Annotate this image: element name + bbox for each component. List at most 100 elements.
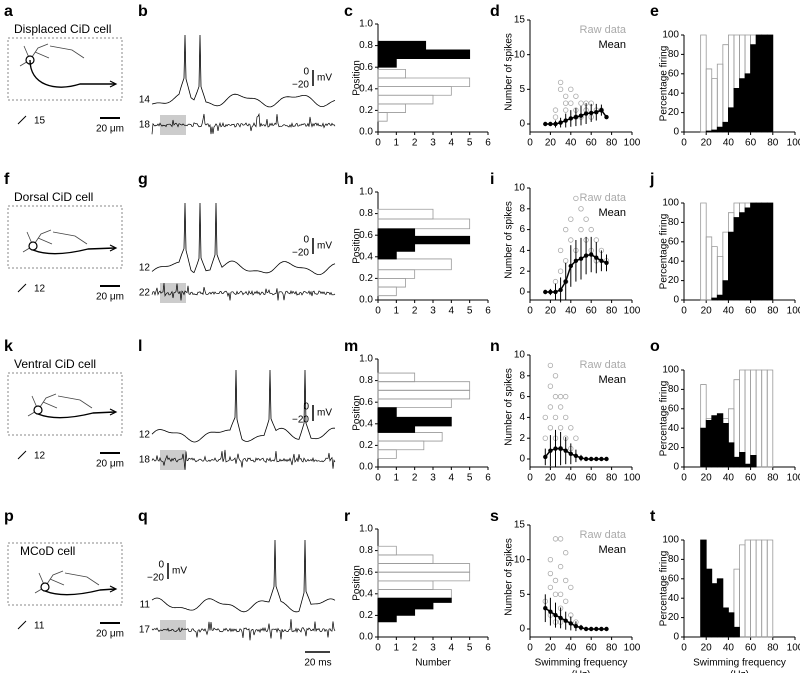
y-tick-label: 0.8: [359, 208, 373, 219]
histogram-bar: [723, 45, 729, 132]
histogram-bar: [734, 457, 740, 467]
raw-point: [579, 227, 584, 232]
x-axis-label: (Hz): [572, 670, 591, 673]
y-axis-label: Number of spikes: [504, 201, 515, 279]
raw-point: [553, 592, 558, 597]
x-tick-label: 1: [394, 643, 400, 654]
slash: [18, 116, 26, 124]
mean-point: [583, 456, 589, 462]
histogram-bar: [740, 79, 746, 132]
raw-point: [579, 101, 584, 106]
y-tick-label: 100: [662, 198, 679, 209]
x-tick-label: 4: [449, 306, 455, 317]
mean-point: [543, 606, 548, 611]
x-tick-label: 20: [701, 138, 713, 149]
y-tick-label: 20: [668, 612, 680, 623]
histogram-bar: [378, 259, 451, 270]
y-tick-label: 0.0: [359, 462, 373, 473]
y-tick-label: 0: [673, 127, 679, 138]
histogram-bar: [378, 209, 433, 219]
raw-point: [563, 550, 568, 555]
histogram-bar: [378, 615, 396, 621]
x-tick-label: 3: [430, 306, 436, 317]
histogram-bar: [378, 87, 451, 96]
y-tick-label: 0.0: [359, 295, 373, 306]
histogram-bar: [712, 416, 718, 467]
x-tick-label: 60: [745, 138, 757, 149]
mean-point: [599, 626, 604, 632]
panel-letter: b: [138, 3, 148, 20]
x-tick-label: 6: [485, 473, 491, 484]
y-tick-label: 80: [668, 49, 680, 60]
x-tick-label: 100: [787, 306, 800, 317]
y-tick-label: 8: [519, 203, 525, 214]
y-tick-label: 100: [662, 535, 679, 546]
histogram-bar: [734, 380, 740, 467]
mean-point: [543, 289, 548, 295]
histogram-bar: [751, 370, 757, 467]
x-tick-label: 20: [545, 473, 557, 484]
x-tick-label: 40: [723, 306, 735, 317]
histogram-bar: [378, 69, 406, 78]
histogram-bar: [717, 579, 723, 637]
y-tick-label: 20: [668, 107, 680, 118]
y-tick-label: 0: [673, 462, 679, 473]
x-tick-label: 80: [767, 138, 779, 149]
membrane-trace: [152, 370, 335, 442]
x-tick-label: 5: [467, 138, 473, 149]
histogram-bar: [723, 423, 729, 467]
y-tick-label: 60: [668, 403, 680, 414]
x-tick-label: 0: [681, 473, 687, 484]
y-tick-label: 40: [668, 593, 680, 604]
x-tick-label: 2: [412, 138, 418, 149]
x-tick-label: 0: [681, 306, 687, 317]
mean-point: [558, 120, 563, 125]
mean-point: [594, 456, 599, 462]
y-axis-label: Percentage firing: [659, 214, 670, 290]
histogram-bar: [378, 251, 396, 259]
mean-point: [589, 456, 594, 462]
mean-point: [573, 114, 579, 120]
y-tick-label: 0.4: [359, 83, 373, 94]
y-tick-label: 1.0: [359, 19, 373, 30]
y-tick-label: 0.8: [359, 375, 373, 386]
x-axis-label: Swimming frequency: [535, 658, 628, 669]
panel-letter: j: [649, 171, 654, 188]
histogram-bar: [378, 244, 415, 252]
y-tick-label: 0: [673, 295, 679, 306]
x-tick-label: 3: [430, 643, 436, 654]
x-tick-label: 60: [745, 473, 757, 484]
mean-point: [599, 258, 604, 263]
stimulus-window: [160, 283, 186, 303]
x-tick-label: 0: [375, 643, 381, 654]
x-tick-label: 1: [394, 473, 400, 484]
histogram-bar: [728, 443, 734, 467]
nerve-trace: [152, 450, 335, 470]
x-tick-label: 0: [375, 306, 381, 317]
slash: [18, 621, 26, 629]
y-axis-label: Position: [352, 228, 363, 264]
raw-point: [574, 196, 579, 201]
mean-point: [594, 255, 599, 260]
histogram-bar: [378, 219, 470, 229]
x-tick-label: 100: [787, 138, 800, 149]
panel-letter: p: [4, 508, 14, 525]
mean-point: [573, 258, 579, 263]
panel-letter: s: [490, 508, 499, 525]
voltage-label: −20: [292, 80, 309, 91]
trace-label: 22: [139, 288, 151, 299]
x-tick-label: 0: [681, 643, 687, 654]
legend-entry: Raw data: [580, 529, 627, 541]
histogram-bar: [740, 213, 746, 300]
axon-arrow: [110, 245, 116, 251]
x-tick-label: 40: [723, 473, 735, 484]
x-tick-label: 0: [527, 306, 533, 317]
histogram-bar: [728, 232, 734, 300]
y-tick-label: 0: [673, 632, 679, 643]
x-axis-label: Number: [415, 658, 451, 669]
x-tick-label: 3: [430, 138, 436, 149]
mean-point: [599, 456, 604, 462]
x-tick-label: 40: [723, 138, 735, 149]
y-tick-label: 10: [514, 554, 526, 565]
mean-point: [548, 289, 553, 295]
